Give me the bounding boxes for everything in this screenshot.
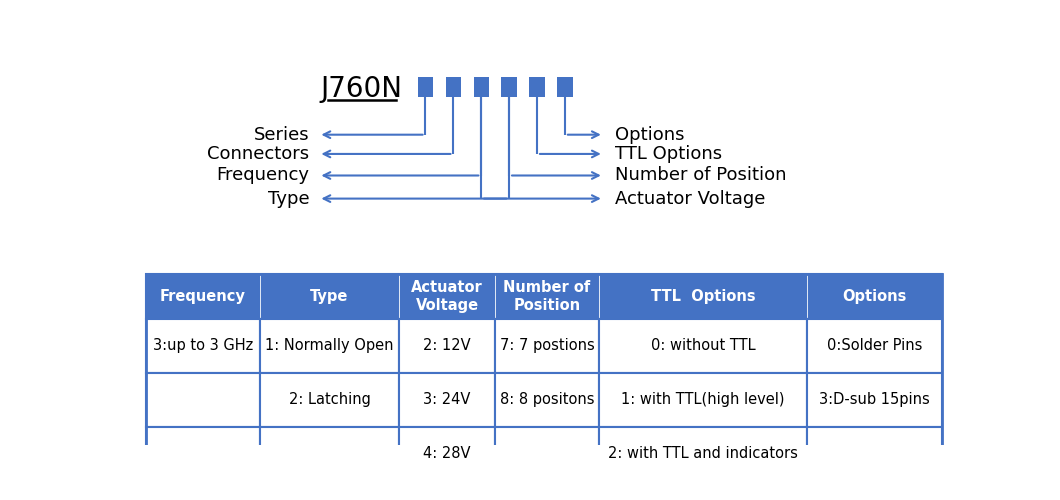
Bar	[599, 372, 807, 426]
Text: 2: 12V: 2: 12V	[423, 338, 471, 353]
Text: Number of
Position: Number of Position	[504, 280, 590, 312]
Text: Number of Position: Number of Position	[615, 166, 787, 184]
Bar	[495, 274, 599, 318]
Text: Frequency: Frequency	[216, 166, 310, 184]
Bar	[400, 318, 495, 372]
Text: 0:Solder Pins: 0:Solder Pins	[827, 338, 922, 353]
Bar	[400, 426, 495, 480]
Bar	[599, 318, 807, 372]
Bar	[474, 77, 489, 97]
Text: 8: 8 positons: 8: 8 positons	[500, 392, 595, 407]
Bar	[146, 426, 260, 480]
Bar	[495, 426, 599, 480]
Bar	[146, 274, 260, 318]
Bar	[599, 274, 807, 318]
Bar	[807, 318, 942, 372]
Text: J760N: J760N	[320, 76, 402, 104]
Text: 3: 24V: 3: 24V	[423, 392, 471, 407]
Bar	[495, 372, 599, 426]
Bar	[146, 274, 942, 318]
Text: Actuator Voltage: Actuator Voltage	[615, 190, 765, 208]
Text: Options: Options	[843, 289, 907, 304]
Bar	[400, 274, 495, 318]
Text: Type: Type	[267, 190, 310, 208]
Bar	[418, 77, 434, 97]
Text: 2: with TTL and indicators: 2: with TTL and indicators	[608, 446, 798, 461]
Text: Actuator
Voltage: Actuator Voltage	[411, 280, 483, 312]
Bar	[599, 426, 807, 480]
Bar	[807, 426, 942, 480]
Text: Frequency: Frequency	[160, 289, 246, 304]
Text: 1: Normally Open: 1: Normally Open	[265, 338, 393, 353]
Text: Connectors: Connectors	[207, 145, 310, 163]
Bar	[807, 274, 942, 318]
Text: TTL  Options: TTL Options	[651, 289, 756, 304]
Bar	[495, 318, 599, 372]
Text: Series: Series	[253, 126, 310, 144]
Text: 7: 7 postions: 7: 7 postions	[499, 338, 595, 353]
Text: 2: Latching: 2: Latching	[288, 392, 370, 407]
Bar	[146, 318, 260, 372]
Text: 1: with TTL(high level): 1: with TTL(high level)	[621, 392, 784, 407]
Bar	[146, 372, 260, 426]
Bar	[558, 77, 572, 97]
Text: 3:D-sub 15pins: 3:D-sub 15pins	[819, 392, 930, 407]
Bar	[146, 274, 942, 480]
Text: Options: Options	[615, 126, 684, 144]
Bar	[260, 372, 400, 426]
Text: 4: 28V: 4: 28V	[423, 446, 471, 461]
Bar	[400, 372, 495, 426]
Text: TTL Options: TTL Options	[615, 145, 722, 163]
Bar	[260, 274, 400, 318]
Bar	[260, 426, 400, 480]
Text: 3:up to 3 GHz: 3:up to 3 GHz	[153, 338, 253, 353]
Bar	[260, 318, 400, 372]
Bar	[501, 77, 517, 97]
Bar	[445, 77, 461, 97]
Text: 0: without TTL: 0: without TTL	[651, 338, 756, 353]
Bar	[807, 372, 942, 426]
Bar	[529, 77, 545, 97]
Text: Type: Type	[311, 289, 349, 304]
